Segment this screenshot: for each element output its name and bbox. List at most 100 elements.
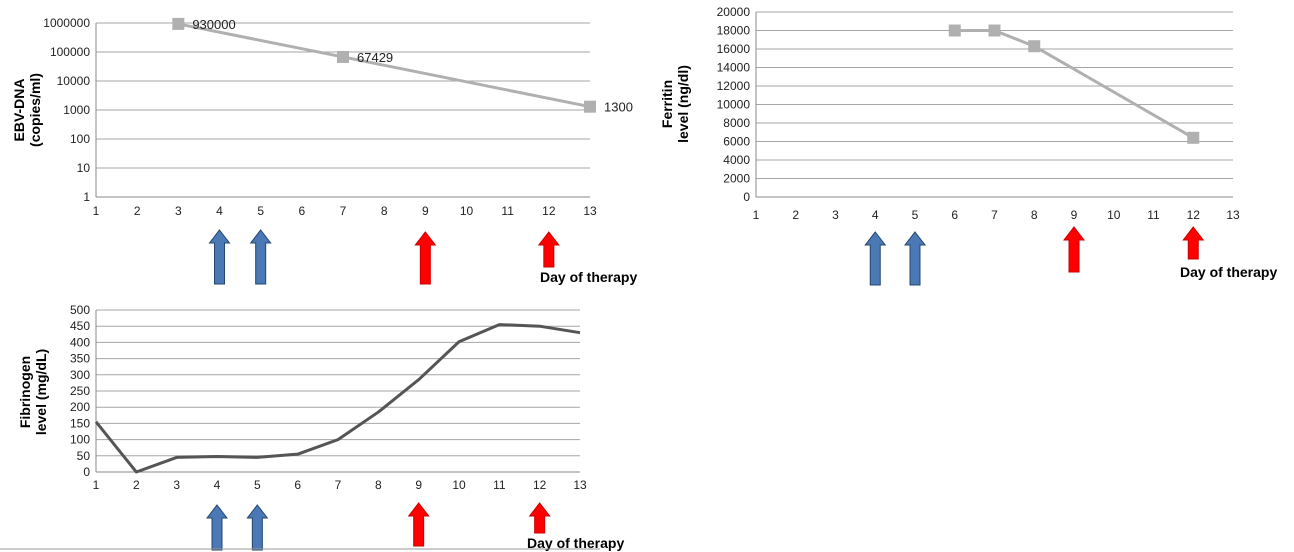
ferritin-ytick-label: 4000 xyxy=(723,153,750,167)
ebv-xtick-label: 10 xyxy=(460,204,474,218)
ebv-xlabel: Day of therapy xyxy=(540,269,637,285)
ferritin-ytick-label: 14000 xyxy=(717,61,751,75)
fibrinogen-xtick-label: 9 xyxy=(415,478,422,492)
fibrinogen-therapy-arrow-red xyxy=(407,502,430,547)
ebv-xtick-label: 3 xyxy=(175,204,182,218)
ferritin-xtick-label: 3 xyxy=(832,208,839,222)
ferritin-series-line xyxy=(954,29,1194,140)
ferritin-therapy-arrow-blue xyxy=(903,231,927,286)
ferritin-ytick-label: 20000 xyxy=(717,5,751,19)
fibrinogen-xtick-label: 12 xyxy=(533,478,547,492)
fibrinogen-ytick-label: 250 xyxy=(70,384,90,398)
ebv-ytick-label: 1 xyxy=(83,190,90,204)
fibrinogen-ytick-label: 0 xyxy=(83,465,90,479)
ebv-ylabel-line2: (copies/ml) xyxy=(27,73,43,147)
ferritin-xtick-label: 9 xyxy=(1071,208,1078,222)
ebv-xtick-label: 1 xyxy=(93,204,100,218)
ebv-therapy-arrow-blue xyxy=(208,229,231,285)
fibrinogen-xtick-label: 10 xyxy=(452,478,466,492)
ferritin-ytick-label: 0 xyxy=(743,190,750,204)
fibrinogen-ytick-label: 100 xyxy=(70,433,90,447)
fibrinogen-series-line xyxy=(94,323,581,474)
ebv-ytick-label: 1000 xyxy=(63,103,90,117)
ferritin-xtick-label: 2 xyxy=(792,208,799,222)
ferritin-xlabel: Day of therapy xyxy=(1180,264,1277,280)
ebv-xtick-label: 6 xyxy=(298,204,305,218)
ebv-therapy-arrow-blue xyxy=(249,229,272,285)
chart-fibrinogen: Fibrinogen level (mg/dL) Day of therapy … xyxy=(17,303,624,551)
ebv-data-point xyxy=(337,50,349,63)
fibrinogen-xtick-label: 6 xyxy=(294,478,301,492)
fibrinogen-ytick-label: 50 xyxy=(77,449,91,463)
ferritin-data-point xyxy=(1187,131,1200,144)
ferritin-xtick-label: 13 xyxy=(1226,208,1240,222)
ferritin-xtick-label: 5 xyxy=(912,208,919,222)
fibrinogen-xtick-label: 4 xyxy=(214,478,221,492)
fibrinogen-xlabel: Day of therapy xyxy=(527,535,624,551)
ferritin-xtick-label: 1 xyxy=(753,208,760,222)
ferritin-xtick-label: 7 xyxy=(991,208,998,222)
ebv-ytick-label: 100000 xyxy=(50,45,90,59)
ferritin-ytick-label: 8000 xyxy=(723,116,750,130)
chart-ebv-dna: EBV-DNA (copies/ml) Day of therapy 1 10 10… xyxy=(11,16,637,285)
ferritin-xtick-label: 10 xyxy=(1107,208,1121,222)
ferritin-data-point xyxy=(948,24,961,37)
ebv-xtick-label: 2 xyxy=(134,204,141,218)
ebv-ytick-label: 10000 xyxy=(57,74,91,88)
fibrinogen-therapy-arrow-red xyxy=(528,502,551,534)
fibrinogen-xtick-label: 2 xyxy=(133,478,140,492)
ebv-ylabel-line1: EBV-DNA xyxy=(11,78,27,141)
ferritin-xtick-label: 11 xyxy=(1147,208,1160,222)
ebv-therapy-arrow-red xyxy=(537,231,560,268)
ferritin-ytick-label: 12000 xyxy=(717,79,751,93)
ebv-ytick-label: 100 xyxy=(70,132,90,146)
ferritin-therapy-arrow-blue xyxy=(864,231,887,286)
chart-ferritin: Ferritin level (ng/dl) Day of therapy 0 2… xyxy=(659,5,1277,286)
ebv-series-line xyxy=(178,22,591,109)
fibrinogen-therapy-arrow-blue xyxy=(205,504,229,551)
fibrinogen-ylabel-line1: Fibrinogen xyxy=(17,356,33,428)
ferritin-therapy-arrow-red xyxy=(1062,226,1086,273)
ebv-xtick-label: 8 xyxy=(381,204,388,218)
fibrinogen-therapy-arrow-blue xyxy=(246,504,269,551)
ebv-data-label: 1300 xyxy=(604,100,633,115)
ebv-ytick-label: 10 xyxy=(77,161,91,175)
fibrinogen-ytick-label: 150 xyxy=(70,416,90,430)
ferritin-xtick-label: 8 xyxy=(1031,208,1038,222)
ebv-xtick-label: 4 xyxy=(216,204,223,218)
fibrinogen-xtick-label: 7 xyxy=(335,478,342,492)
ebv-xtick-label: 9 xyxy=(422,204,429,218)
ferritin-xtick-label: 12 xyxy=(1187,208,1201,222)
ferritin-therapy-arrow-red xyxy=(1182,226,1205,260)
fibrinogen-xtick-label: 1 xyxy=(93,478,100,492)
ferritin-ytick-label: 2000 xyxy=(723,172,750,186)
ferritin-xtick-label: 6 xyxy=(951,208,958,222)
ebv-xtick-label: 11 xyxy=(501,204,514,218)
ferritin-ytick-label: 6000 xyxy=(723,135,750,149)
ebv-data-label: 930000 xyxy=(192,17,235,32)
ebv-therapy-arrow-red xyxy=(414,231,437,285)
fibrinogen-ytick-label: 450 xyxy=(70,319,90,333)
ferritin-data-point xyxy=(1028,40,1041,53)
fibrinogen-ylabel-line2: level (mg/dL) xyxy=(33,349,49,435)
ebv-data-point xyxy=(172,17,185,30)
fibrinogen-ytick-label: 200 xyxy=(70,400,90,414)
fibrinogen-ytick-label: 350 xyxy=(70,352,90,366)
ferritin-data-point xyxy=(988,24,1001,37)
ebv-xtick-label: 13 xyxy=(583,204,597,218)
fibrinogen-ytick-label: 400 xyxy=(70,335,90,349)
ferritin-xtick-label: 4 xyxy=(872,208,879,222)
fibrinogen-xtick-label: 3 xyxy=(173,478,180,492)
ebv-ytick-label: 1000000 xyxy=(43,16,90,30)
ferritin-ytick-label: 16000 xyxy=(717,42,751,56)
fibrinogen-xtick-label: 11 xyxy=(493,478,506,492)
ebv-xtick-label: 12 xyxy=(542,204,556,218)
fibrinogen-ytick-label: 500 xyxy=(70,303,90,317)
ebv-xtick-label: 5 xyxy=(257,204,264,218)
ferritin-ylabel-line2: level (ng/dl) xyxy=(675,65,691,143)
ferritin-ylabel-line1: Ferritin xyxy=(659,80,675,128)
ebv-data-point xyxy=(584,100,596,113)
ebv-data-label: 67429 xyxy=(357,50,393,65)
ferritin-ytick-label: 10000 xyxy=(717,98,751,112)
